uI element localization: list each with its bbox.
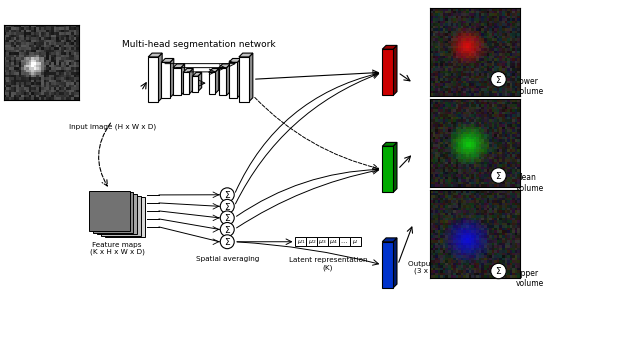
FancyBboxPatch shape [93,192,134,233]
Polygon shape [193,73,202,76]
FancyBboxPatch shape [382,242,393,288]
Text: $\Sigma$: $\Sigma$ [495,170,502,181]
Polygon shape [229,59,241,62]
Text: $\Sigma$: $\Sigma$ [495,266,502,276]
FancyBboxPatch shape [382,49,393,95]
Polygon shape [237,59,241,98]
Polygon shape [158,53,162,102]
FancyBboxPatch shape [382,146,393,192]
Text: $\mu_1$: $\mu_1$ [297,238,305,246]
FancyBboxPatch shape [239,57,249,102]
Text: $\Sigma$: $\Sigma$ [224,224,231,235]
Text: $\Sigma$: $\Sigma$ [224,201,231,212]
FancyBboxPatch shape [193,76,198,92]
Text: Spatial averaging: Spatial averaging [196,256,259,262]
Polygon shape [189,69,193,94]
FancyBboxPatch shape [349,237,360,246]
Polygon shape [393,238,397,288]
FancyBboxPatch shape [101,196,141,236]
Polygon shape [382,45,397,49]
Text: Input image (H x W x D): Input image (H x W x D) [68,124,156,130]
FancyBboxPatch shape [209,73,215,94]
Text: $\mu$: $\mu$ [352,238,358,246]
FancyBboxPatch shape [317,237,328,246]
Polygon shape [227,64,230,95]
Polygon shape [209,69,219,73]
FancyBboxPatch shape [161,62,170,98]
Polygon shape [161,59,174,62]
FancyBboxPatch shape [296,237,307,246]
Polygon shape [239,53,253,57]
Polygon shape [382,143,397,146]
Circle shape [220,211,234,225]
Circle shape [220,223,234,236]
Text: Lower
volume: Lower volume [516,77,544,96]
Text: $\mu_3$: $\mu_3$ [318,238,327,246]
FancyBboxPatch shape [229,62,237,98]
FancyBboxPatch shape [183,73,189,94]
Circle shape [220,235,234,249]
Circle shape [491,71,506,87]
Polygon shape [148,53,162,57]
Text: $\Sigma$: $\Sigma$ [224,189,231,200]
Circle shape [220,199,234,213]
Polygon shape [382,238,397,242]
FancyBboxPatch shape [307,237,317,246]
Polygon shape [249,53,253,102]
Text: Feature maps
(K x H x W x D): Feature maps (K x H x W x D) [90,242,145,255]
Text: Mean
volume: Mean volume [516,173,544,193]
FancyBboxPatch shape [97,194,138,234]
FancyBboxPatch shape [105,197,145,237]
Text: Output segmentations
(3 x N x H x W x D): Output segmentations (3 x N x H x W x D) [408,261,489,275]
Polygon shape [393,143,397,192]
Polygon shape [198,73,202,92]
FancyBboxPatch shape [339,237,349,246]
Text: $\cdots$: $\cdots$ [340,239,348,244]
FancyBboxPatch shape [173,68,180,95]
FancyBboxPatch shape [219,68,227,95]
Polygon shape [219,64,230,68]
Polygon shape [170,59,174,98]
Polygon shape [393,45,397,95]
Text: Multi-head segmentation network: Multi-head segmentation network [122,40,275,49]
Polygon shape [180,64,184,95]
Circle shape [491,168,506,183]
Text: Upper
volume: Upper volume [516,269,544,288]
Text: $\mu_2$: $\mu_2$ [308,238,316,246]
Text: $\Sigma$: $\Sigma$ [224,236,231,247]
FancyBboxPatch shape [148,57,158,102]
Circle shape [491,263,506,279]
Text: $\Sigma$: $\Sigma$ [495,74,502,85]
FancyBboxPatch shape [328,237,339,246]
Polygon shape [215,69,219,94]
Polygon shape [183,69,193,73]
Polygon shape [173,64,184,68]
Text: $\mu_4$: $\mu_4$ [329,238,338,246]
Circle shape [220,188,234,202]
Text: $\Sigma$: $\Sigma$ [224,213,231,223]
Text: Latent representation
(K): Latent representation (K) [289,257,367,271]
FancyBboxPatch shape [90,191,129,231]
